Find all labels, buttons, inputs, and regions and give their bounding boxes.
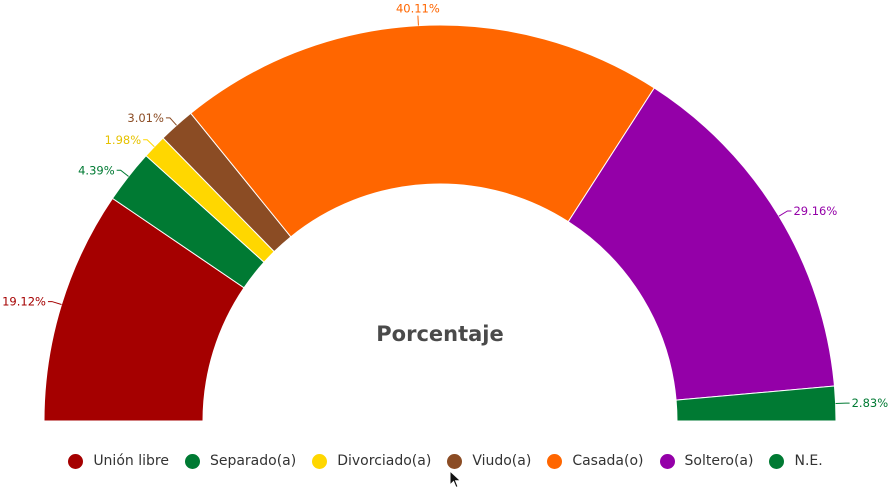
chart-legend: Unión libre Separado(a) Divorciado(a) Viudo… xyxy=(0,453,891,469)
legend-label: N.E. xyxy=(794,453,823,469)
leader-line-union-libre xyxy=(47,301,62,306)
leader-line-divorciado-a xyxy=(143,139,155,148)
legend-label: Divorciado(a) xyxy=(337,453,432,469)
legend-marker-icon xyxy=(68,453,84,469)
data-label-casada-o: 40.11% xyxy=(396,2,440,16)
slice-soltero-a[interactable] xyxy=(567,87,835,401)
legend-label: Separado(a) xyxy=(209,453,297,469)
legend-label: Soltero(a) xyxy=(684,453,754,469)
leader-line-soltero-a xyxy=(778,210,792,217)
legend-marker-icon xyxy=(447,453,463,469)
legend-marker-icon xyxy=(769,453,785,469)
legend-marker-icon xyxy=(547,453,563,469)
chart-title: Porcentaje xyxy=(376,322,503,346)
leader-line-casada-o xyxy=(417,15,419,26)
slice-casada-o[interactable] xyxy=(190,24,655,238)
data-label-viudo-a: 3.01% xyxy=(127,111,164,125)
data-label-soltero-a: 29.16% xyxy=(793,204,837,218)
legend-item-casada-o[interactable]: Casada(o) xyxy=(547,453,644,469)
leader-line-viudo-a xyxy=(165,117,177,126)
data-label-union-libre: 19.12% xyxy=(2,295,46,309)
data-label-n-e: 2.83% xyxy=(852,396,889,410)
mouse-cursor-icon xyxy=(449,470,462,489)
legend-item-divorciado-a[interactable]: Divorciado(a) xyxy=(312,453,431,469)
legend-item-n-e[interactable]: N.E. xyxy=(769,453,823,469)
legend-label: Casada(o) xyxy=(572,453,644,469)
legend-marker-icon xyxy=(659,453,675,469)
legend-item-viudo-a[interactable]: Viudo(a) xyxy=(447,453,531,469)
chart-data-labels: 19.12% 4.39% 1.98% 3.01% 40.11% 29.16% 2.83% xyxy=(2,2,888,410)
legend-label: Viudo(a) xyxy=(472,453,532,469)
legend-item-union-libre[interactable]: Unión libre xyxy=(68,453,169,469)
chart-slices xyxy=(43,24,837,422)
data-label-separado-a: 4.39% xyxy=(78,163,115,177)
slice-n-e[interactable] xyxy=(675,385,837,422)
legend-marker-icon xyxy=(312,453,328,469)
data-label-divorciado-a: 1.98% xyxy=(105,133,142,147)
legend-item-soltero-a[interactable]: Soltero(a) xyxy=(659,453,754,469)
legend-marker-icon xyxy=(184,453,200,469)
leader-line-separado-a xyxy=(116,169,129,177)
legend-item-separado-a[interactable]: Separado(a) xyxy=(184,453,297,469)
legend-label: Unión libre xyxy=(93,453,169,469)
